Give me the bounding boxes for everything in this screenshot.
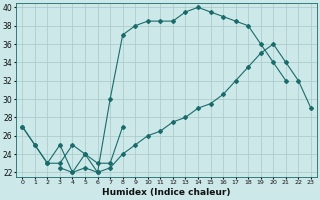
- X-axis label: Humidex (Indice chaleur): Humidex (Indice chaleur): [102, 188, 231, 197]
